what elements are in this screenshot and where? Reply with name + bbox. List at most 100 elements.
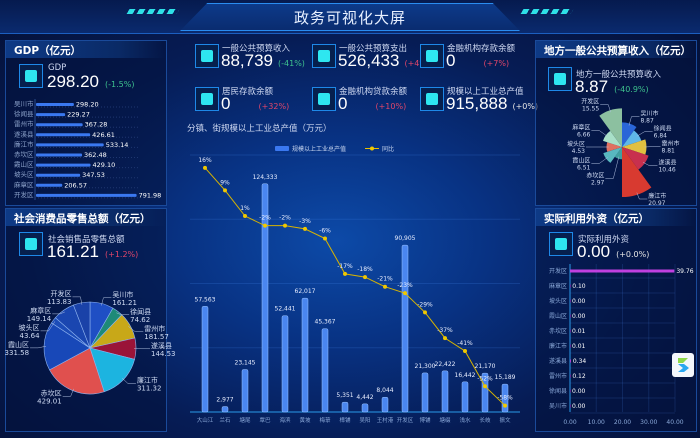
bar [570, 389, 571, 393]
value-label: 0.10 [572, 283, 586, 290]
bar [36, 113, 66, 117]
slice-value: 6.66 [577, 132, 591, 139]
value-label: 362.48 [84, 151, 107, 159]
category-label: 遂溪县 [549, 357, 567, 365]
bar-value-label: 16,442 [455, 372, 476, 379]
bar-value-label: 8,044 [376, 387, 393, 394]
slice-value: 10.46 [658, 167, 675, 174]
pie-slice [603, 147, 622, 163]
kpi-change: (+32%) [258, 102, 290, 111]
slice-value: 6.84 [654, 133, 668, 140]
title-plate [180, 3, 520, 31]
slice-value: 181.57 [144, 333, 169, 341]
line-value-label: -6% [319, 228, 331, 235]
chart-title: 分镇、街规模以上工业总产值（万元） [187, 124, 332, 134]
value-label: 0.00 [572, 298, 586, 305]
line-value-label: -2% [279, 215, 291, 222]
category-label: 徐闻县 [549, 387, 567, 395]
bar-value-label: 90,905 [395, 235, 416, 242]
kpi-value-row: 0 (+32%) [221, 94, 289, 114]
bar [570, 404, 571, 408]
leader-line [636, 131, 653, 137]
gdp-value: 298.20 [47, 72, 99, 91]
budget-value: 8.87 [575, 77, 609, 96]
pie-slice [622, 139, 647, 155]
bar [201, 306, 209, 413]
ribbon-badge-icon [548, 67, 572, 91]
line-point [303, 226, 307, 231]
kpi-label: 一般公共预算收入 [222, 44, 291, 54]
kpi-label: 居民存款余额 [222, 87, 274, 97]
slice-value: 149.14 [27, 315, 52, 323]
category-label: 黄坡 [299, 416, 311, 424]
bar-value-label: 2,977 [216, 397, 233, 404]
retail-value: 161.21 [47, 242, 99, 261]
value-label: 206.57 [64, 181, 87, 189]
legend-bar-swatch [275, 146, 289, 151]
category-label: 廉江市 [14, 139, 34, 148]
x-tick-label: 30.00 [640, 419, 657, 426]
bar-value-label: 124,333 [253, 174, 278, 181]
leader-line [121, 377, 136, 384]
pie-slice [622, 147, 652, 197]
line-value-label: -3% [299, 218, 311, 225]
leader-line [62, 388, 74, 397]
kpi-value-row: 88,739 (-41%) [221, 51, 305, 71]
slice-value: 144.53 [151, 350, 176, 358]
category-label: 徐闻县 [14, 109, 34, 118]
bar [570, 344, 571, 348]
line-point [263, 223, 267, 228]
bar [570, 284, 571, 288]
category-label: 雷州市 [549, 372, 567, 380]
bar [261, 183, 269, 413]
line-point [283, 223, 287, 228]
kpi-change: (+7%) [483, 59, 510, 68]
line-value-label: -41% [457, 340, 473, 347]
bar [36, 103, 74, 106]
value-label: 533.14 [106, 141, 129, 149]
kpi-change: (+10%) [375, 102, 407, 111]
ribbon-badge-icon [19, 64, 43, 88]
bar-value-label: 21,300 [415, 363, 436, 370]
kpi-value-row: 915,888 (+0%) [446, 94, 538, 114]
line-point [383, 284, 387, 289]
kpi-value: 0 [221, 94, 231, 113]
value-label: 0.01 [572, 343, 586, 350]
bar [241, 369, 249, 413]
category-label: 开发区 [549, 267, 567, 275]
floating-app-widget[interactable] [672, 353, 694, 377]
fdi-label: 实际利用外资 [578, 235, 630, 245]
bar [36, 173, 81, 177]
line-value-label: 1% [240, 205, 250, 212]
bar [421, 372, 429, 413]
slice-name: 徐闻县 [654, 125, 672, 133]
kpi-change: (+0%) [512, 102, 539, 111]
line-value-label: -52% [477, 375, 493, 382]
value-label: 791.98 [139, 191, 162, 199]
slice-name: 赤坎区 [41, 388, 62, 397]
slice-value: 331.58 [5, 349, 30, 357]
line-point [483, 384, 487, 389]
bar [321, 328, 329, 413]
slice-name: 遂溪县 [151, 341, 172, 350]
slice-value: 6.51 [577, 164, 591, 171]
category-label: 振文 [499, 416, 511, 424]
category-label: 坡头区 [549, 297, 567, 305]
bar [461, 381, 469, 413]
slice-name: 遂溪县 [658, 159, 676, 167]
category-label: 赤坎区 [549, 327, 567, 335]
leader-line [628, 116, 640, 126]
category-label: 开发区 [14, 190, 34, 199]
slice-name: 霞山区 [572, 156, 590, 164]
pie-slice [603, 130, 622, 147]
category-label: 吴川市 [14, 99, 34, 108]
fdi-bar-chart: 0.00 10.00 20.00 30.00 40.00 开发区 39.76 麻章区 0.10 坡… [549, 264, 694, 426]
bar-value-label: 4,442 [356, 394, 373, 401]
leader-line [636, 192, 648, 200]
category-label: 塘尾 [239, 416, 251, 424]
kpi-label: 金融机构贷款余额 [339, 87, 408, 97]
pie-slice [606, 142, 622, 152]
slice-name: 雷州市 [144, 324, 165, 333]
